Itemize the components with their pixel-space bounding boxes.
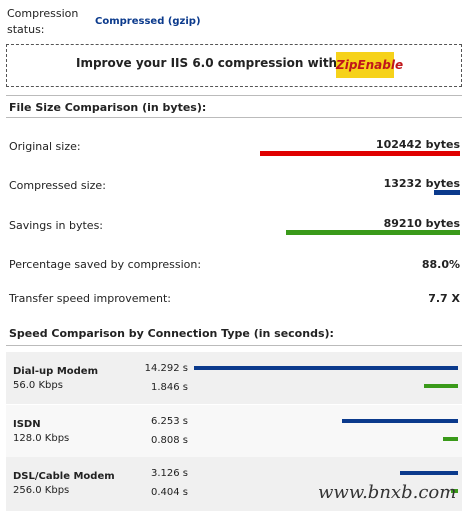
row-value: 102442 bytes bbox=[375, 138, 460, 151]
conn-name: ISDN bbox=[13, 419, 41, 430]
conn-rate: 256.0 Kbps bbox=[13, 485, 70, 496]
row-value: 89210 bytes bbox=[383, 217, 460, 230]
row-label: Transfer speed improvement: bbox=[9, 292, 171, 305]
bar bbox=[400, 471, 458, 475]
row-bg bbox=[6, 405, 462, 457]
time-label: 0.808 s bbox=[150, 435, 188, 446]
section-title: File Size Comparison (in bytes): bbox=[9, 101, 207, 114]
row-label: Original size: bbox=[9, 140, 81, 153]
bar bbox=[434, 190, 460, 195]
banner bbox=[6, 44, 462, 87]
logo[interactable]: ZipEnable bbox=[336, 52, 403, 78]
conn-name: DSL/Cable Modem bbox=[13, 471, 115, 482]
divider bbox=[6, 345, 462, 346]
status-label: status: bbox=[7, 23, 45, 36]
row-label: Compressed size: bbox=[9, 179, 106, 192]
row-label: Percentage saved by compression: bbox=[9, 258, 202, 271]
row-bg bbox=[6, 457, 462, 511]
watermark: www.bnxb.com bbox=[318, 482, 457, 503]
row-label: Savings in bytes: bbox=[9, 219, 104, 232]
bar bbox=[450, 489, 458, 493]
time-label: 6.253 s bbox=[150, 416, 188, 427]
bar bbox=[342, 419, 458, 423]
section-title: Speed Comparison by Connection Type (in … bbox=[9, 327, 334, 340]
row-value: 7.7 X bbox=[428, 292, 460, 305]
bar bbox=[194, 366, 458, 370]
time-label: 14.292 s bbox=[144, 363, 188, 374]
bar bbox=[423, 384, 458, 388]
row-value: 88.0% bbox=[421, 258, 460, 271]
status-value: Compressed (gzip) bbox=[95, 16, 201, 27]
divider bbox=[6, 95, 462, 96]
conn-name: Dial-up Modem bbox=[13, 366, 98, 377]
time-label: 1.846 s bbox=[150, 382, 188, 393]
divider bbox=[6, 117, 462, 118]
bar bbox=[443, 437, 458, 441]
banner-text: Improve your IIS 6.0 compression with bbox=[76, 56, 338, 70]
time-label: 3.126 s bbox=[150, 468, 188, 479]
bar bbox=[260, 151, 460, 156]
conn-rate: 56.0 Kbps bbox=[13, 380, 63, 391]
row-value: 13232 bytes bbox=[383, 177, 460, 190]
bar bbox=[285, 230, 460, 235]
status-label: Compression bbox=[7, 7, 79, 20]
conn-rate: 128.0 Kbps bbox=[13, 433, 70, 444]
time-label: 0.404 s bbox=[150, 487, 188, 498]
row-bg bbox=[6, 352, 462, 404]
